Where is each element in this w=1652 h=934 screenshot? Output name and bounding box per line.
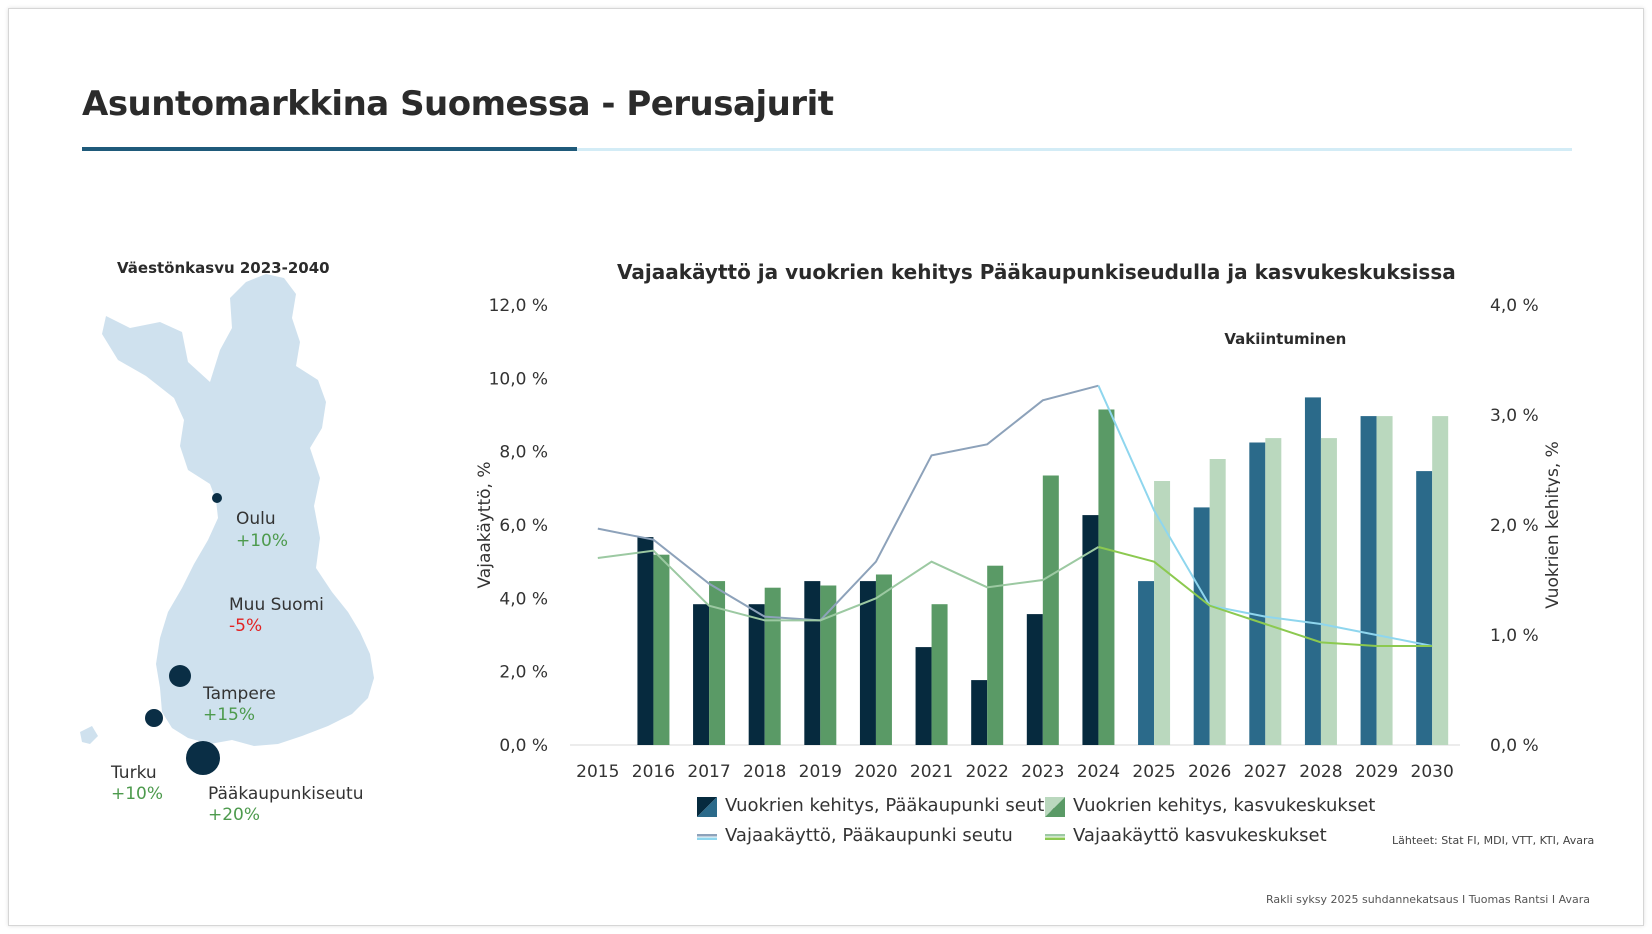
chart-title: Vajaakäyttö ja vuokrien kehitys Pääkaupu… xyxy=(617,260,1456,284)
y-left-tick-label: 10,0 % xyxy=(489,369,548,389)
bar-rent-capital xyxy=(971,680,988,745)
bar-rent-growth xyxy=(1154,481,1171,745)
bar-rent-capital xyxy=(1416,471,1433,745)
x-tick-label: 2022 xyxy=(966,762,1009,782)
bar-rent-capital xyxy=(1082,515,1099,745)
chart-annotation: Vakiintuminen xyxy=(1224,330,1346,348)
legend-label-vacancy-growth: Vajaakäyttö kasvukeskukset xyxy=(1073,825,1327,846)
bar-rent-growth xyxy=(764,587,781,745)
y-right-tick-label: 4,0 % xyxy=(1490,296,1539,316)
y-left-tick-label: 4,0 % xyxy=(499,589,548,609)
legend-swatch-rent-growth xyxy=(1045,797,1065,817)
bar-rent-capital xyxy=(915,647,932,745)
city-change-turku: +10% xyxy=(111,784,164,804)
y-right-tick-label: 1,0 % xyxy=(1490,626,1539,646)
city-name-oulu: Oulu xyxy=(236,509,276,529)
x-tick-label: 2015 xyxy=(576,762,619,782)
bar-rent-growth xyxy=(1209,459,1226,745)
bar-rent-growth xyxy=(987,565,1004,745)
y-right-tick-label: 2,0 % xyxy=(1490,516,1539,536)
legend-label-rent-growth: Vuokrien kehitys, kasvukeskukset xyxy=(1073,795,1376,816)
x-tick-label: 2020 xyxy=(854,762,897,782)
bar-rent-capital xyxy=(859,581,876,745)
legend-swatch-vacancy-capital xyxy=(697,834,717,840)
x-tick-label: 2016 xyxy=(632,762,675,782)
y-left-tick-label: 8,0 % xyxy=(499,443,548,463)
bar-rent-capital xyxy=(748,604,765,745)
sources-note: Lähteet: Stat FI, MDI, VTT, KTI, Avara xyxy=(1392,834,1595,847)
y-left-tick-label: 0,0 % xyxy=(499,736,548,756)
page-title: Asuntomarkkina Suomessa - Perusajurit xyxy=(82,84,834,124)
footer-note: Rakli syksy 2025 suhdannekatsaus I Tuoma… xyxy=(1266,893,1590,906)
city-change-oulu: +10% xyxy=(236,531,289,551)
legend-swatch-vacancy-growth xyxy=(1045,834,1065,840)
combo-chart: 0,0 % 2,0 % 4,0 % 6,0 % 8,0 % 10,0 % 12,0 % 0,0… xyxy=(475,296,1560,782)
tampere-dot xyxy=(169,665,191,687)
map-title: Väestönkasvu 2023-2040 xyxy=(117,259,330,277)
bar-rent-growth xyxy=(709,581,726,745)
bar-rent-growth xyxy=(1376,416,1393,745)
bar-rent-capital xyxy=(1193,507,1210,745)
x-tick-label: 2019 xyxy=(799,762,842,782)
x-tick-label: 2025 xyxy=(1132,762,1175,782)
bar-rent-growth xyxy=(1098,409,1115,745)
y-left-tick-label: 12,0 % xyxy=(489,296,548,316)
x-tick-label: 2026 xyxy=(1188,762,1231,782)
y-left-axis-label: Vajaakäyttö, % xyxy=(475,461,495,588)
bar-rent-growth xyxy=(1320,438,1337,745)
bar-rent-capital xyxy=(1360,416,1377,745)
bar-rent-growth xyxy=(1432,416,1449,745)
bar-rent-capital xyxy=(1026,614,1043,745)
x-tick-label: 2023 xyxy=(1021,762,1064,782)
bar-rent-capital xyxy=(637,537,654,745)
y-right-tick-label: 0,0 % xyxy=(1490,736,1539,756)
bar-rent-capital xyxy=(1304,397,1321,745)
bar-rent-capital xyxy=(1138,581,1155,745)
x-tick-label: 2029 xyxy=(1355,762,1398,782)
city-change-paakaupunkiseutu: +20% xyxy=(208,805,261,825)
bar-rent-capital xyxy=(1249,442,1266,745)
x-tick-label: 2018 xyxy=(743,762,786,782)
title-underline-accent xyxy=(82,147,577,151)
x-tick-label: 2027 xyxy=(1244,762,1287,782)
legend-label-vacancy-capital: Vajaakäyttö, Pääkaupunki seutu xyxy=(725,825,1013,846)
bar-rent-growth xyxy=(1042,475,1059,745)
y-left-tick-label: 2,0 % xyxy=(499,663,548,683)
line-vacancy-capital xyxy=(597,384,1099,622)
bar-rent-growth xyxy=(820,585,837,745)
x-tick-label: 2017 xyxy=(687,762,730,782)
y-right-axis-label: Vuokrien kehitys, % xyxy=(1543,441,1560,609)
bar-rent-capital xyxy=(804,581,821,745)
bar-rent-capital xyxy=(693,604,710,745)
line-vacancy-growth-forecast xyxy=(1098,546,1433,647)
finland-map xyxy=(80,274,374,775)
x-tick-label: 2024 xyxy=(1077,762,1120,782)
line-vacancy-growth xyxy=(597,546,1099,622)
paakaupunkiseutu-dot xyxy=(186,741,220,775)
city-name-paakaupunkiseutu: Pääkaupunkiseutu xyxy=(208,784,364,804)
turku-dot xyxy=(145,709,163,727)
x-tick-label: 2028 xyxy=(1299,762,1342,782)
city-name-muu-suomi: Muu Suomi xyxy=(229,595,324,615)
bar-rent-growth xyxy=(875,574,892,745)
bar-rent-growth xyxy=(1265,438,1282,745)
legend-label-rent-capital: Vuokrien kehitys, Pääkaupunki seutu xyxy=(725,795,1056,816)
bar-rent-growth xyxy=(931,604,948,745)
line-vacancy-capital-forecast xyxy=(1097,385,1433,647)
x-tick-label: 2021 xyxy=(910,762,953,782)
finland-outline xyxy=(80,274,374,746)
title-underline xyxy=(577,148,1572,151)
y-right-tick-label: 3,0 % xyxy=(1490,406,1539,426)
city-name-turku: Turku xyxy=(111,763,157,783)
oulu-dot xyxy=(212,493,222,503)
city-name-tampere: Tampere xyxy=(203,684,276,704)
city-change-tampere: +15% xyxy=(203,705,256,725)
bar-rent-growth xyxy=(653,554,670,745)
x-tick-label: 2030 xyxy=(1411,762,1454,782)
legend-swatch-rent-capital xyxy=(697,797,717,817)
city-change-muu-suomi: -5% xyxy=(229,616,263,636)
y-left-tick-label: 6,0 % xyxy=(499,516,548,536)
